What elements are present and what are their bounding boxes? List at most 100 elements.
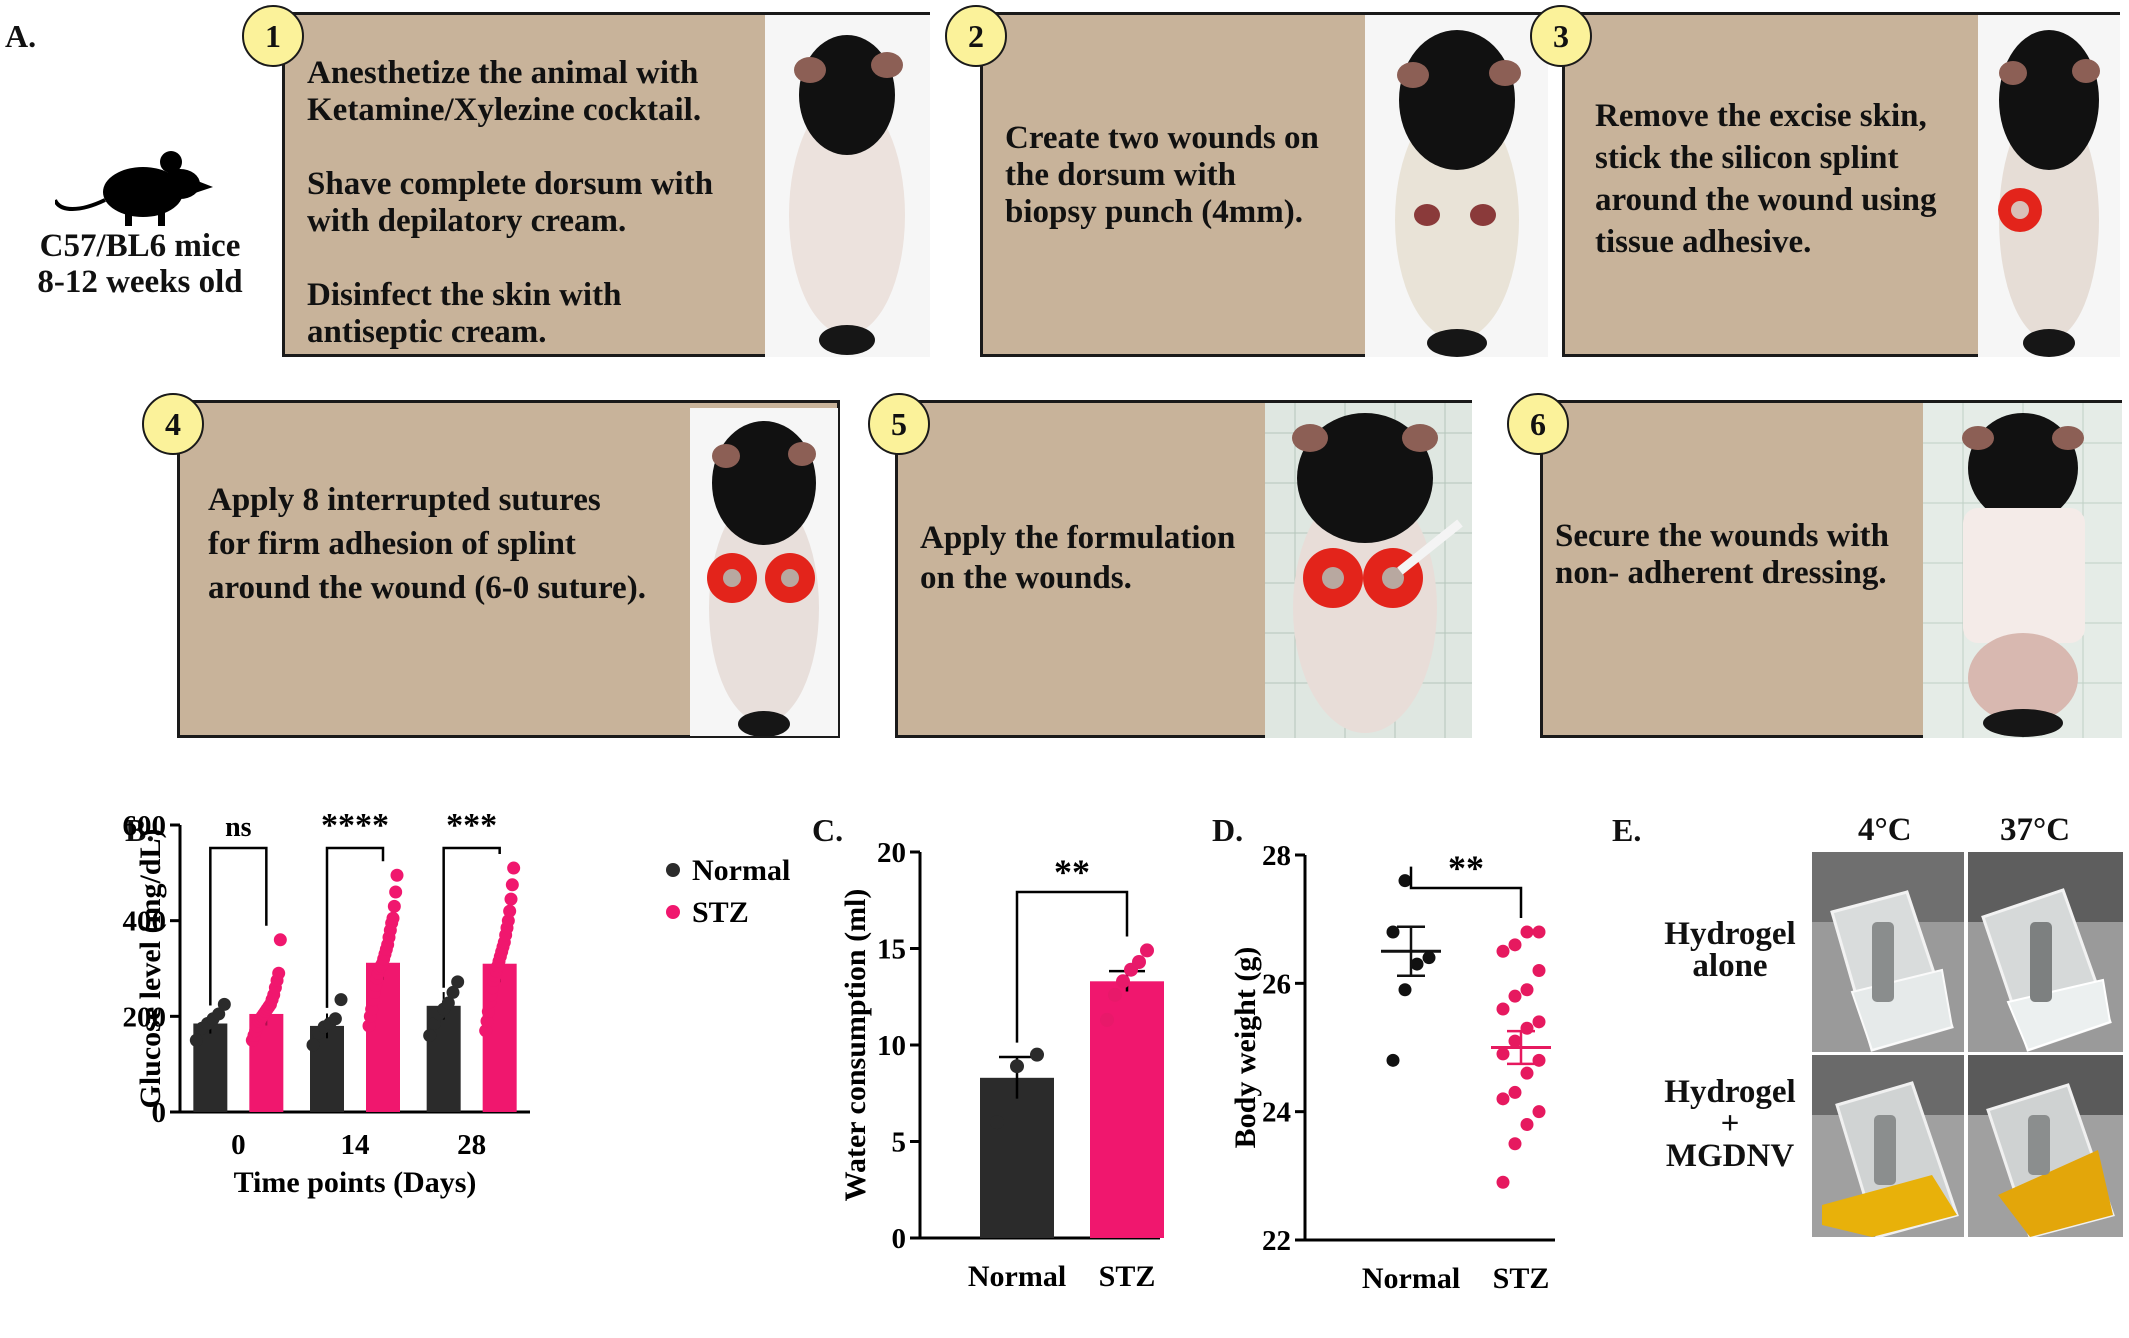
data-point-stz <box>480 1014 494 1028</box>
data-point-stz <box>505 878 519 892</box>
y-tick-label: 26 <box>1262 968 1291 1000</box>
panel-label-c: C. <box>812 812 844 848</box>
y-tick-label: 15 <box>877 934 906 966</box>
step-6-badge: 6 <box>1507 393 1569 455</box>
y-tick-label: 10 <box>877 1030 906 1062</box>
data-point-stz <box>1532 1105 1546 1119</box>
data-point-stz <box>503 904 517 918</box>
step-4-text: Apply 8 interrupted sutures for firm adh… <box>208 478 646 610</box>
vial-hydrogel-37c <box>1968 852 2123 1052</box>
data-point-stz <box>1508 1137 1522 1151</box>
significance-bracket <box>1409 866 1523 918</box>
data-point-normal <box>446 985 460 999</box>
y-tick-label: 5 <box>892 1127 907 1159</box>
data-point-stz <box>1496 944 1510 958</box>
x-tick-label: STZ <box>1099 1260 1156 1293</box>
step-5-line: Apply the formulation <box>920 520 1236 556</box>
significance-bracket <box>1015 890 1129 1043</box>
panel-label-d: D. <box>1212 812 1244 848</box>
data-point-stz <box>386 911 400 925</box>
legend-label-stz: STZ <box>692 896 749 929</box>
hydrogel-alone-label: Hydrogel alone <box>1650 916 1810 983</box>
significance-label: **** <box>321 807 389 844</box>
data-point-normal <box>1422 951 1436 965</box>
x-tick-label: Normal <box>968 1260 1066 1293</box>
data-point-stz <box>273 933 287 947</box>
data-point-normal <box>1010 1059 1024 1074</box>
x-tick-label: 28 <box>457 1129 486 1161</box>
mouse-icon <box>53 140 215 230</box>
data-point-stz <box>481 1005 495 1019</box>
data-point-stz <box>1520 925 1534 939</box>
data-point-stz <box>504 892 518 906</box>
step-1-badge: 1 <box>242 5 304 67</box>
data-point-stz <box>1116 974 1130 989</box>
legend-marker-stz <box>666 905 680 919</box>
data-point-stz <box>1508 1085 1522 1099</box>
data-point-stz <box>1496 1092 1510 1106</box>
data-point-normal <box>1386 1053 1400 1067</box>
step-2-photo <box>1365 15 1548 357</box>
step-5-badge: 5 <box>868 393 930 455</box>
significance-bracket <box>325 846 385 1008</box>
data-point-stz <box>389 885 403 899</box>
step-1-line: with depilatory cream. <box>307 203 627 239</box>
step-6-photo <box>1923 403 2122 738</box>
data-point-stz <box>479 1024 493 1038</box>
bar-normal <box>980 1077 1054 1238</box>
y-tick-label: 28 <box>1262 840 1291 872</box>
data-point-stz <box>1532 1053 1546 1067</box>
panel-label-e: E. <box>1612 812 1642 848</box>
data-point-stz <box>1496 1175 1510 1189</box>
step-1-photo <box>765 15 930 357</box>
temp-4c-label: 4°C <box>1858 812 1912 848</box>
x-tick-label: STZ <box>1493 1262 1550 1295</box>
significance-label: ns <box>225 812 252 843</box>
data-point-stz <box>1532 964 1546 977</box>
data-point-stz <box>507 861 521 875</box>
data-point-normal <box>334 993 348 1007</box>
step-1-line: Ketamine/Xylezine cocktail. <box>307 92 702 128</box>
data-point-stz <box>272 966 286 980</box>
step-6-box: Secure the wounds with non- adherent dre… <box>1540 400 2122 738</box>
data-point-stz <box>1100 1012 1114 1027</box>
data-point-stz <box>1108 987 1122 1002</box>
step-5-box: Apply the formulation on the wounds. <box>895 400 1472 738</box>
significance-label: ** <box>1054 852 1090 892</box>
data-point-stz <box>1520 983 1534 997</box>
step-1-line: Disinfect the skin with <box>307 277 622 313</box>
data-point-normal <box>217 997 231 1011</box>
data-point-stz <box>1520 1021 1534 1035</box>
x-axis-title: Time points (Days) <box>234 1166 477 1199</box>
data-point-normal <box>1386 925 1400 939</box>
step-3-line: Remove the excise skin, <box>1595 98 1927 134</box>
step-6-text: Secure the wounds with non- adherent dre… <box>1555 518 1889 592</box>
data-point-stz <box>1508 938 1522 952</box>
step-4-line: for firm adhesion of splint <box>208 526 576 562</box>
data-point-stz <box>1532 1015 1546 1029</box>
step-3-line: around the wound using <box>1595 182 1937 218</box>
data-point-stz <box>1496 1047 1510 1061</box>
step-4-box: Apply 8 interrupted sutures for firm adh… <box>177 400 840 738</box>
data-point-normal <box>1030 1047 1044 1062</box>
row-label-line: + <box>1720 1106 1740 1142</box>
step-5-text: Apply the formulation on the wounds. <box>920 518 1235 598</box>
x-tick-label: 14 <box>341 1129 370 1161</box>
step-4-line: Apply 8 interrupted sutures <box>208 482 601 518</box>
data-point-normal <box>451 975 465 989</box>
step-1-box: Anesthetize the animal with Ketamine/Xyl… <box>282 12 930 357</box>
significance-label: ** <box>1448 848 1484 888</box>
y-tick-label: 600 <box>123 810 167 842</box>
step-5-line: on the wounds. <box>920 560 1132 596</box>
step-2-box: Create two wounds on the dorsum with bio… <box>980 12 1548 357</box>
panel-label-b: B. <box>125 812 155 848</box>
data-point-normal <box>1398 874 1412 888</box>
significance-bracket <box>442 846 501 988</box>
step-6-line: Secure the wounds with <box>1555 518 1890 554</box>
step-1-line: Anesthetize the animal with <box>307 55 699 91</box>
row-label-line: Hydrogel <box>1664 916 1796 952</box>
data-point-normal <box>306 1038 320 1052</box>
step-3-badge: 3 <box>1530 5 1592 67</box>
step-4-line: around the wound (6-0 suture). <box>208 570 646 606</box>
